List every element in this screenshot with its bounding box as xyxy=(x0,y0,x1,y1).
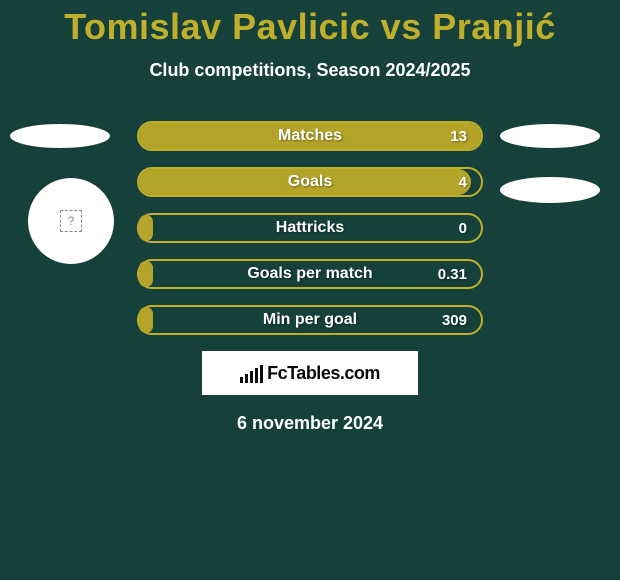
logo-bar-segment xyxy=(240,377,243,383)
stat-bar: Hattricks 0 xyxy=(137,213,483,243)
stat-bars: Matches 13 Goals 4 Hattricks 0 Goals per match… xyxy=(137,121,483,335)
date-text: 6 november 2024 xyxy=(0,413,620,434)
stat-bar-fill xyxy=(139,215,153,241)
player2-avatar-shadow-1 xyxy=(500,124,600,148)
logo-bar-segment xyxy=(255,368,258,383)
stat-bar-label: Goals per match xyxy=(247,265,372,283)
stat-bar-value: 0.31 xyxy=(438,266,467,283)
logo-bars-icon xyxy=(240,363,263,383)
stat-bar-value: 0 xyxy=(459,220,467,237)
stat-bar-fill xyxy=(139,307,153,333)
logo-text: FcTables.com xyxy=(267,363,380,384)
comparison-infographic: Tomislav Pavlicic vs Pranjić Club compet… xyxy=(0,0,620,580)
stat-bar: Matches 13 xyxy=(137,121,483,151)
stat-bar-fill xyxy=(139,261,153,287)
missing-image-icon: ? xyxy=(60,210,82,232)
logo-bar-segment xyxy=(260,365,263,383)
page-subtitle: Club competitions, Season 2024/2025 xyxy=(0,60,620,81)
stat-bar-label: Min per goal xyxy=(263,311,357,329)
player1-avatar: ? xyxy=(28,178,114,264)
player1-avatar-shadow xyxy=(10,124,110,148)
stat-bar: Min per goal 309 xyxy=(137,305,483,335)
stat-bar-label: Goals xyxy=(288,173,332,191)
logo-bar-segment xyxy=(245,374,248,383)
site-logo: FcTables.com xyxy=(202,351,418,395)
stat-bar-value: 309 xyxy=(442,312,467,329)
stat-bar-value: 4 xyxy=(459,174,467,191)
stat-bar: Goals per match 0.31 xyxy=(137,259,483,289)
stat-bar: Goals 4 xyxy=(137,167,483,197)
page-title: Tomislav Pavlicic vs Pranjić xyxy=(0,0,620,48)
stat-bar-label: Matches xyxy=(278,127,342,145)
player2-avatar-shadow-2 xyxy=(500,177,600,203)
stat-bar-value: 13 xyxy=(450,128,467,145)
stat-bar-label: Hattricks xyxy=(276,219,344,237)
logo-bar-segment xyxy=(250,371,253,383)
